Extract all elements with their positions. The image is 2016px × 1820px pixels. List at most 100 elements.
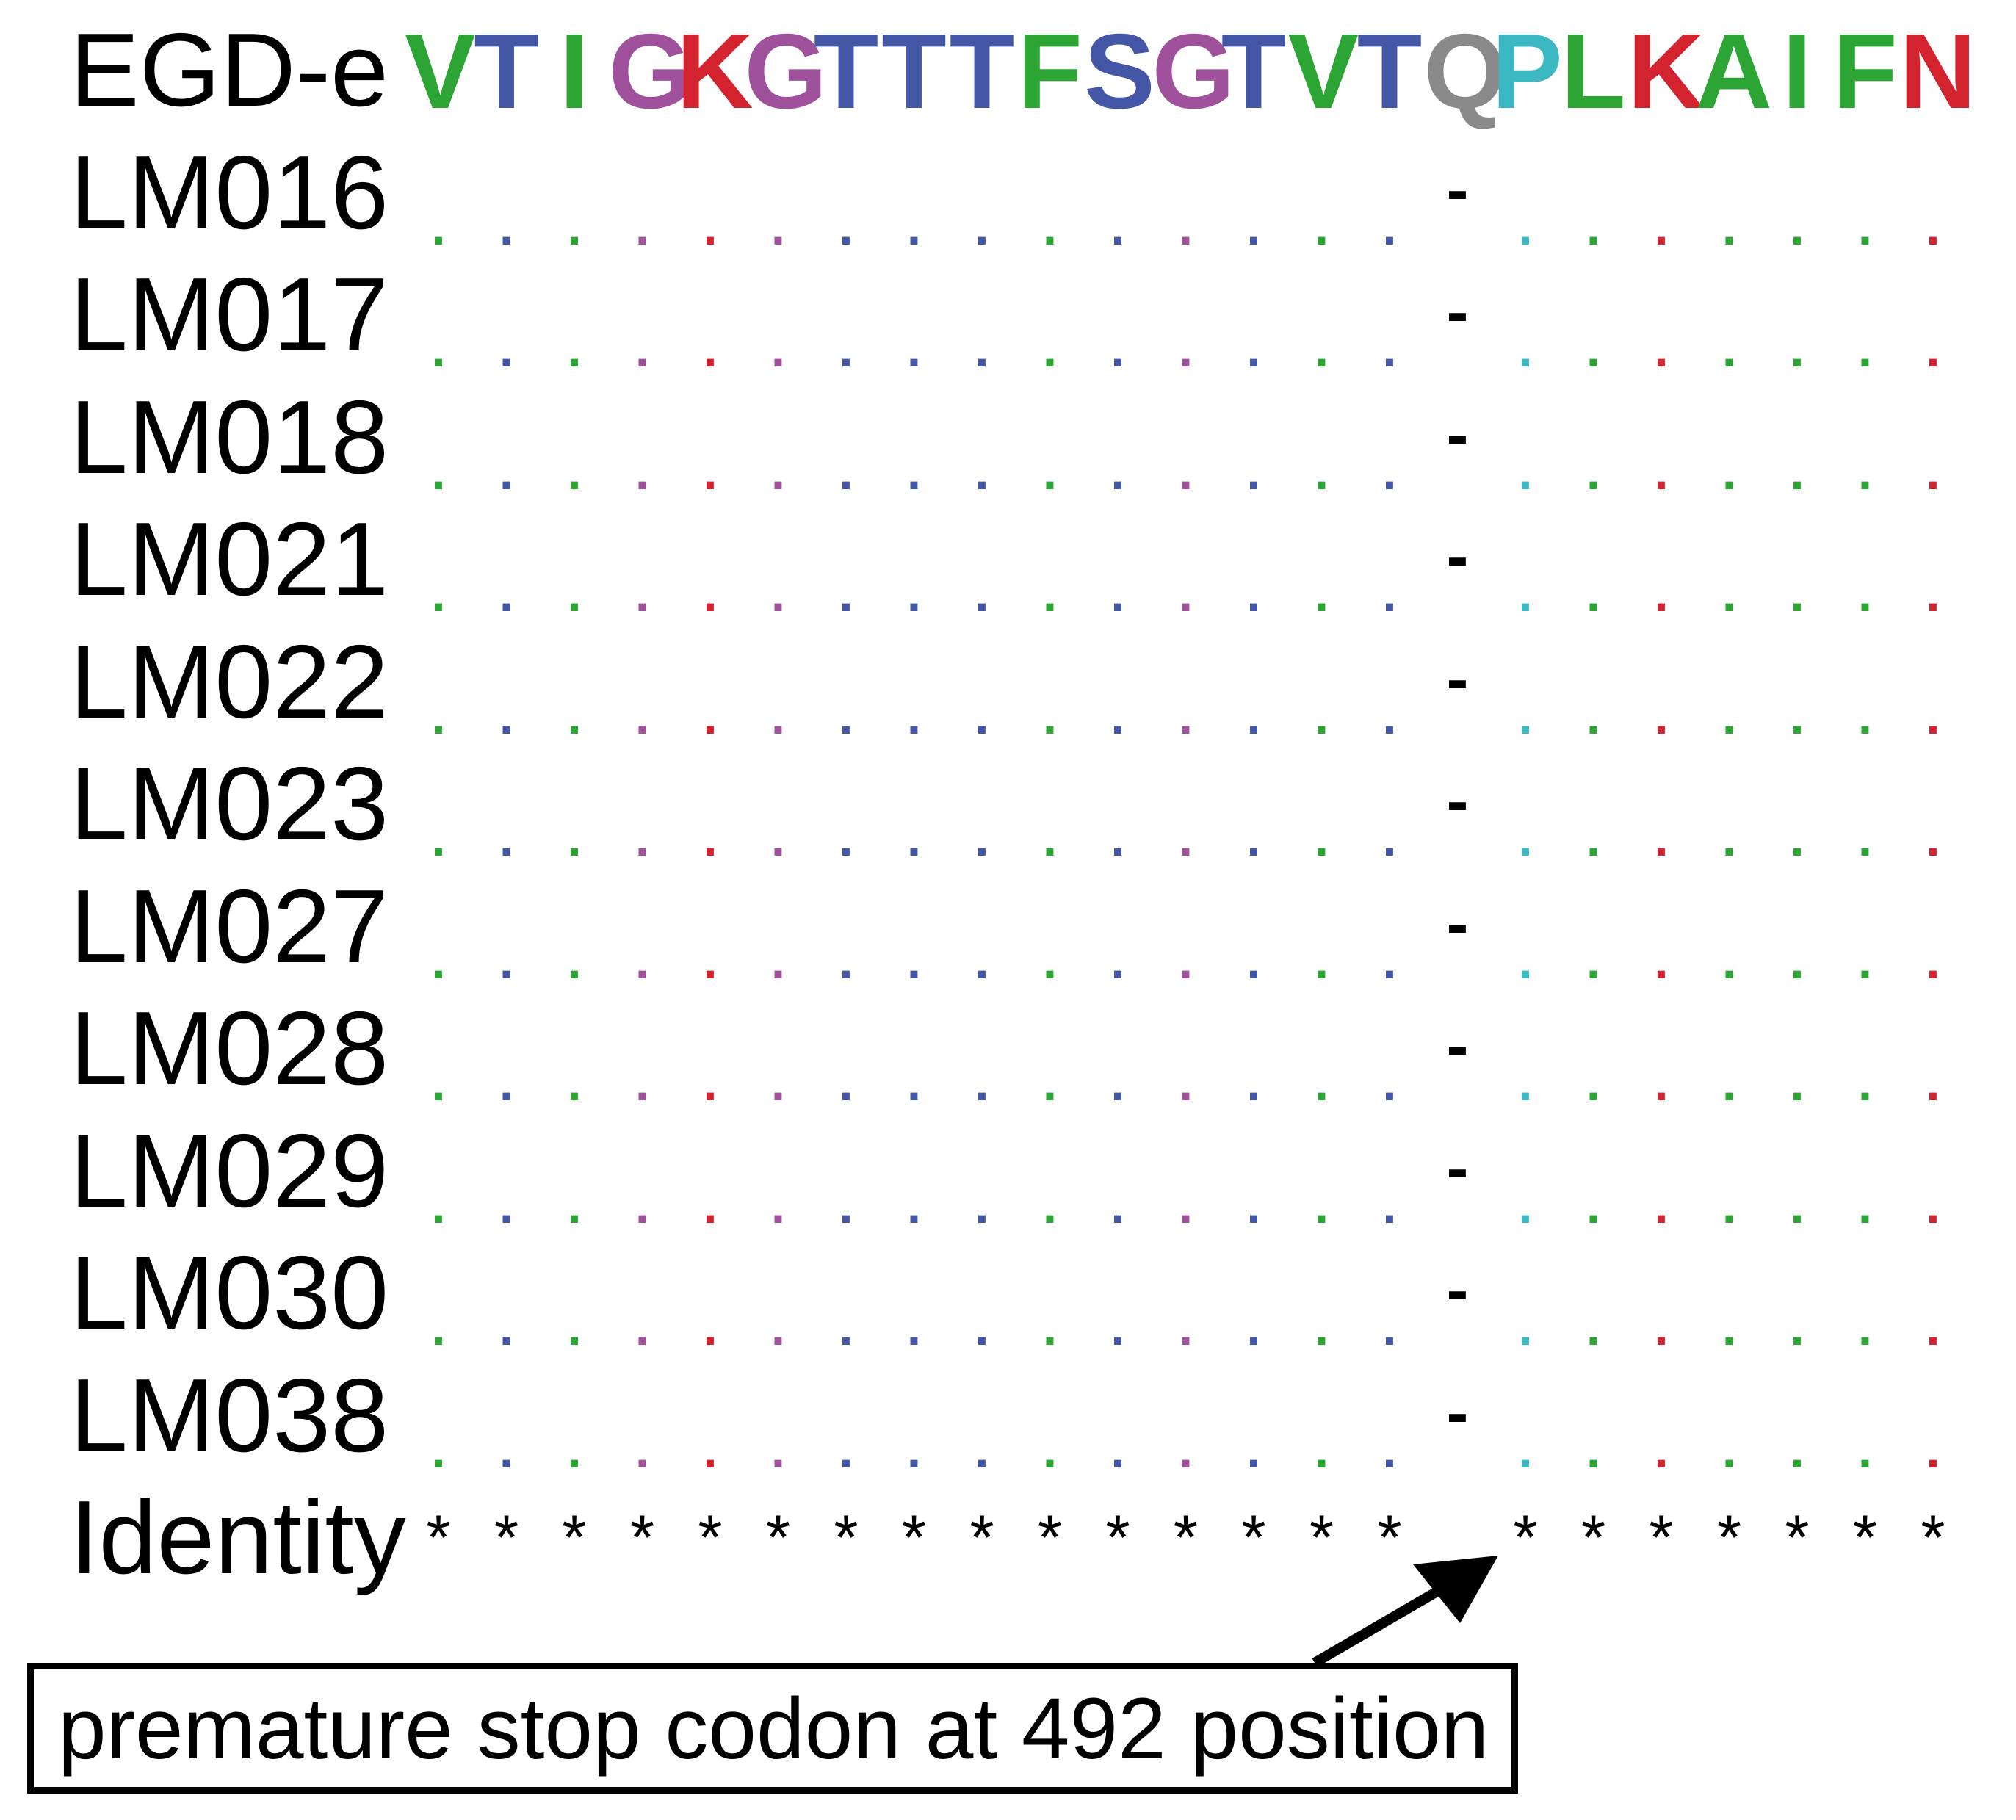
match-dot: . [1518,442,1533,500]
match-dot: . [567,1299,582,1356]
match-dot: . [1654,565,1669,622]
match-dot: . [906,1054,922,1111]
match-dot: . [1246,320,1261,378]
match-dot: . [1382,1054,1397,1111]
identity-star: * [426,1503,451,1573]
match-dot: . [1178,931,1193,989]
identity-star: * [834,1503,859,1573]
match-dot: . [1586,198,1601,256]
match-dot: . [1790,320,1804,378]
gap-mark: - [1446,765,1469,838]
match-dot: . [635,687,650,745]
match-dot: . [567,931,582,989]
match-dot: . [703,1176,718,1234]
gap-mark: - [1446,1009,1469,1083]
match-dot: . [1314,320,1329,378]
match-dot: . [1518,809,1533,867]
reference-name: EGD-e [70,12,389,129]
match-dot: . [1586,442,1601,500]
match-dot: . [567,442,582,500]
match-dot: . [975,1420,989,1478]
match-dot: . [703,687,718,745]
match-dot: . [975,320,989,378]
match-dot: . [703,565,718,622]
match-dot: . [1586,1299,1601,1356]
match-dot: . [431,931,446,989]
match-dot: . [1314,687,1329,745]
match-dot: . [1110,1054,1125,1111]
match-dot: . [1042,809,1058,867]
gap-mark: - [1446,520,1469,593]
strain-label: LM016 [70,134,389,251]
match-dot: . [635,809,650,867]
match-dot: . [770,931,786,989]
match-dot: . [703,320,718,378]
match-dot: . [499,198,514,256]
match-dot: . [1110,1176,1125,1234]
match-dot: . [1926,687,1940,745]
match-dot: . [770,565,786,622]
match-dot: . [635,1054,650,1111]
annotation-box: premature stop codon at 492 position [27,1663,1518,1794]
match-dot: . [1314,565,1329,622]
match-dot: . [1110,198,1125,256]
match-dot: . [431,320,446,378]
match-dot: . [1178,198,1193,256]
match-dot: . [1857,198,1873,256]
match-dot: . [1178,565,1193,622]
match-dot: . [1926,198,1940,256]
match-dot: . [499,1054,514,1111]
match-dot: . [1721,1420,1737,1478]
match-dot: . [499,1299,514,1356]
match-dot: . [1110,687,1125,745]
match-dot: . [1721,320,1737,378]
match-dot: . [1178,1420,1193,1478]
match-dot: . [499,320,514,378]
match-dot: . [1042,442,1058,500]
identity-star: * [1921,1503,1945,1573]
match-dot: . [499,1176,514,1234]
reference-residue: K [1627,12,1705,131]
reference-residue: L [1561,12,1626,131]
match-dot: . [635,931,650,989]
match-dot: . [703,809,718,867]
match-dot: . [1654,809,1669,867]
match-dot: . [1042,320,1058,378]
match-dot: . [431,1176,446,1234]
identity-star: * [1105,1503,1130,1573]
match-dot: . [1042,198,1058,256]
reference-residue: V [405,12,476,131]
strain-label: LM038 [70,1357,389,1474]
gap-mark: - [1446,275,1469,349]
match-dot: . [703,1420,718,1478]
match-dot: . [1857,931,1873,989]
strain-label: LM030 [70,1235,389,1351]
match-dot: . [1654,1420,1669,1478]
match-dot: . [1382,1176,1397,1234]
match-dot: . [1110,320,1125,378]
match-dot: . [1721,1176,1737,1234]
match-dot: . [431,1420,446,1478]
match-dot: . [770,809,786,867]
match-dot: . [1042,687,1058,745]
match-dot: . [431,1299,446,1356]
match-dot: . [1178,809,1193,867]
match-dot: . [1857,1420,1873,1478]
match-dot: . [1857,442,1873,500]
match-dot: . [1314,1176,1329,1234]
match-dot: . [1382,687,1397,745]
match-dot: . [770,320,786,378]
match-dot: . [770,442,786,500]
match-dot: . [499,687,514,745]
match-dot: . [1654,1299,1669,1356]
match-dot: . [839,1420,853,1478]
match-dot: . [1857,1299,1873,1356]
reference-residue: T [474,12,539,131]
match-dot: . [1654,1054,1669,1111]
match-dot: . [1110,931,1125,989]
match-dot: . [1246,198,1261,256]
identity-star: * [1173,1503,1199,1573]
match-dot: . [1382,1299,1397,1356]
match-dot: . [1314,1054,1329,1111]
match-dot: . [635,198,650,256]
